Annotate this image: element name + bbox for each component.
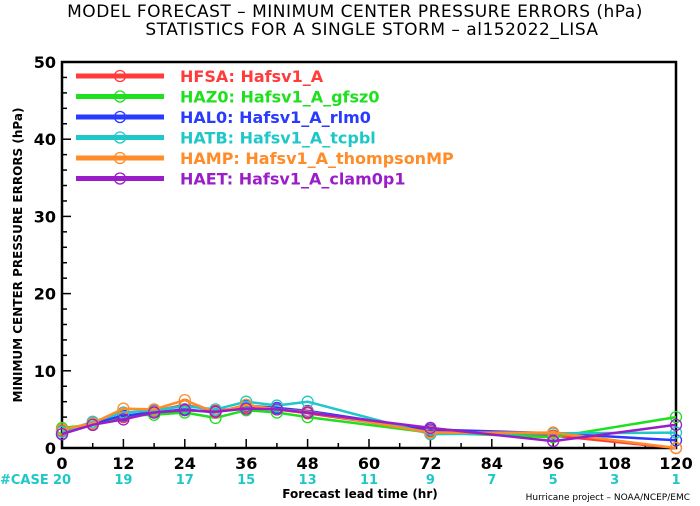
legend-marker bbox=[113, 90, 127, 103]
case-count: 9 bbox=[426, 473, 435, 488]
x-tick-label: 60 bbox=[358, 454, 380, 473]
chart-title: MODEL FORECAST – MINIMUM CENTER PRESSURE… bbox=[67, 2, 643, 22]
legend-marker bbox=[113, 131, 127, 144]
data-point bbox=[270, 399, 284, 412]
data-point bbox=[424, 421, 437, 435]
legend-item: HAMP: Hafsv1_A_thompsonMP bbox=[76, 149, 454, 168]
data-point bbox=[147, 406, 161, 419]
data-point bbox=[240, 402, 253, 415]
data-point bbox=[270, 403, 284, 416]
data-point bbox=[117, 413, 130, 426]
y-tick-label: 40 bbox=[34, 130, 56, 149]
x-tick-label: 12 bbox=[112, 454, 134, 473]
legend-item: HAZ0: Hafsv1_A_gfsz0 bbox=[76, 88, 379, 107]
data-point bbox=[669, 441, 683, 455]
legend-label: HATB: Hafsv1_A_tcpbl bbox=[180, 129, 376, 148]
legend-label: HAMP: Hafsv1_A_thompsonMP bbox=[180, 149, 454, 168]
data-point bbox=[147, 403, 161, 416]
legend: HFSA: Hafsv1_A HAZ0: Hafsv1_A_gfsz0HAL0: … bbox=[76, 67, 454, 189]
y-axis-ticks: 0 10 20 30 40 50 bbox=[34, 53, 71, 458]
x-tick-label: 96 bbox=[542, 454, 564, 473]
case-count: 7 bbox=[487, 473, 496, 488]
data-point bbox=[669, 410, 683, 424]
x-tick-label: 108 bbox=[598, 454, 631, 473]
data-point bbox=[301, 406, 314, 419]
case-count: 3 bbox=[610, 473, 619, 488]
case-count: 19 bbox=[114, 473, 132, 488]
case-count: 5 bbox=[549, 473, 558, 488]
y-tick-label: 10 bbox=[34, 362, 56, 381]
case-counts: 20 19 17 15 13 11 9 7 5 3 1 bbox=[53, 473, 681, 488]
data-point bbox=[178, 404, 191, 417]
chart-subtitle: STATISTICS FOR A SINGLE STORM – al152022… bbox=[145, 20, 598, 40]
legend-marker bbox=[113, 151, 127, 165]
y-tick-label: 50 bbox=[34, 53, 56, 72]
data-point bbox=[547, 426, 560, 439]
legend-item: HAL0: Hafsv1_A_rlm0 bbox=[76, 108, 371, 127]
legend-label: HAZ0: Hafsv1_A_gfsz0 bbox=[180, 88, 379, 107]
legend-label: HAET: Hafsv1_A_clam0p1 bbox=[180, 170, 405, 189]
data-point bbox=[240, 398, 253, 411]
x-tick-label: 0 bbox=[56, 454, 67, 473]
data-point bbox=[547, 434, 560, 448]
data-point bbox=[55, 427, 69, 441]
legend-marker bbox=[113, 172, 127, 185]
case-count: 1 bbox=[671, 473, 680, 488]
data-point bbox=[86, 418, 99, 431]
case-count: 20 bbox=[53, 473, 71, 488]
data-point bbox=[178, 393, 191, 407]
data-point bbox=[55, 423, 69, 436]
legend-item: HFSA: Hafsv1_A bbox=[76, 67, 324, 86]
credit-text: Hurricane project – NOAA/NCEP/EMC bbox=[526, 493, 690, 503]
case-label: #CASE bbox=[0, 473, 49, 488]
case-count: 15 bbox=[237, 473, 255, 488]
y-tick-label: 20 bbox=[34, 285, 56, 304]
series-5 bbox=[55, 402, 683, 448]
data-point bbox=[117, 409, 130, 422]
series-layer bbox=[55, 393, 683, 455]
case-count: 17 bbox=[176, 473, 194, 488]
x-tick-label: 72 bbox=[419, 454, 441, 473]
case-count: 13 bbox=[299, 473, 317, 488]
legend-marker bbox=[113, 110, 127, 124]
x-tick-label: 84 bbox=[481, 454, 503, 473]
x-tick-label: 36 bbox=[235, 454, 257, 473]
x-axis-label: Forecast lead time (hr) bbox=[282, 487, 438, 501]
case-count: 11 bbox=[360, 473, 378, 488]
legend-label: HFSA: Hafsv1_A bbox=[180, 67, 324, 86]
x-tick-label: 24 bbox=[174, 454, 196, 473]
legend-item: HAET: Hafsv1_A_clam0p1 bbox=[76, 170, 405, 189]
data-point bbox=[669, 426, 683, 439]
legend-item: HATB: Hafsv1_A_tcpbl bbox=[76, 129, 376, 148]
data-point bbox=[240, 395, 253, 408]
y-tick-label: 0 bbox=[45, 439, 56, 458]
y-axis-label: MINIMUM CENTER PRESSURE ERRORS (hPa) bbox=[11, 108, 25, 403]
x-tick-label: 120 bbox=[659, 454, 692, 473]
y-tick-label: 30 bbox=[34, 207, 56, 226]
x-axis-ticks: 0 12 24 36 48 60 72 84 96 108 120 bbox=[56, 439, 693, 473]
data-point bbox=[669, 434, 683, 447]
data-point bbox=[209, 405, 222, 418]
legend-label: HAL0: Hafsv1_A_rlm0 bbox=[180, 108, 371, 127]
legend-marker bbox=[113, 69, 127, 83]
data-point bbox=[669, 418, 683, 431]
x-tick-label: 48 bbox=[296, 454, 318, 473]
